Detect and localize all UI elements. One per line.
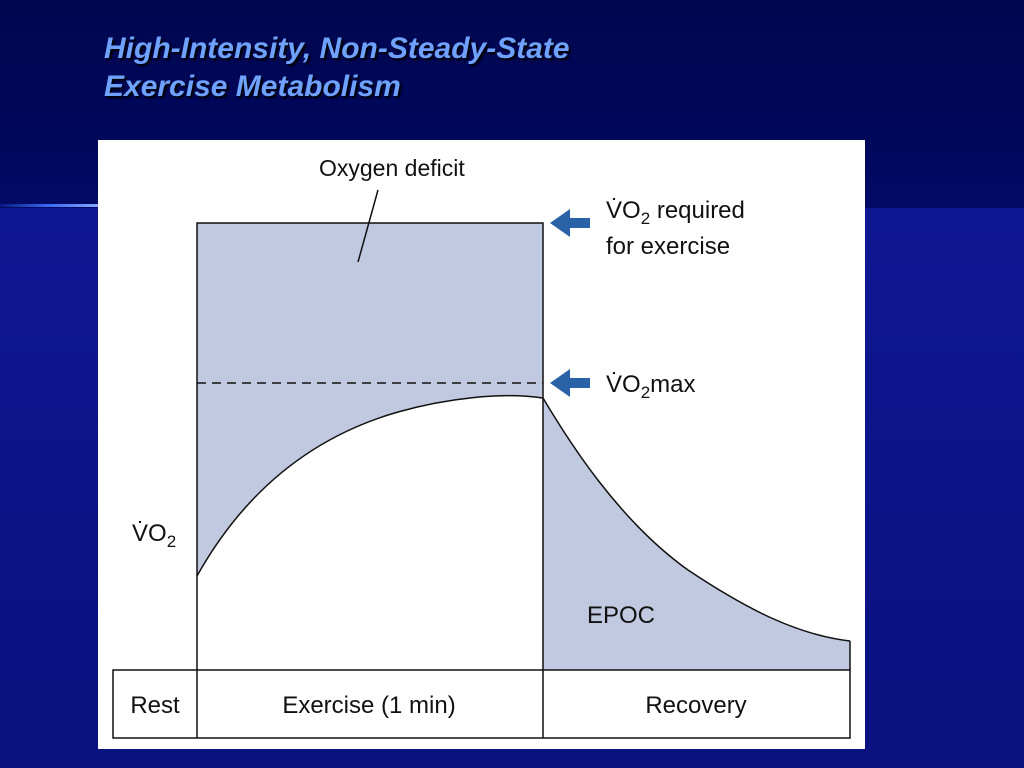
phase-exercise-label: Exercise (1 min) <box>282 692 455 719</box>
phase-bar <box>112 669 851 739</box>
vo2-required-outline <box>196 222 544 670</box>
vo2-required-suffix: required <box>650 197 745 224</box>
metabolism-figure: Oxygen deficit V̇O2 required for exercis… <box>98 140 865 749</box>
vo2max-subscript: 2 <box>641 383 650 402</box>
y-axis-subscript: 2 <box>167 532 176 551</box>
vo2max-label: V̇O2max <box>606 370 696 402</box>
accent-line <box>0 204 100 207</box>
oxygen-deficit-label: Oxygen deficit <box>319 155 465 181</box>
phase-recovery-label: Recovery <box>645 692 746 719</box>
vo2-required-label-line2: for exercise <box>606 233 730 260</box>
y-axis-symbol: V̇O <box>132 519 167 547</box>
y-axis-vo2-label: V̇O2 <box>132 519 176 551</box>
vo2max-suffix: max <box>650 371 695 398</box>
vo2-required-arrow <box>550 209 590 237</box>
vo2-required-subscript: 2 <box>641 209 650 228</box>
vo2-uptake-curve <box>196 394 544 577</box>
title-line-2: Exercise Metabolism <box>104 70 401 103</box>
vo2-required-symbol: V̇O <box>606 196 641 224</box>
oxygen-deficit-pointer <box>357 189 379 263</box>
vo2max-arrow <box>550 369 590 397</box>
epoc-label: EPOC <box>587 602 655 629</box>
vo2-required-label: V̇O2 required <box>606 196 745 228</box>
epoc-recovery-curve <box>542 397 851 642</box>
slide-title: High-Intensity, Non-Steady-State Exercis… <box>104 30 570 106</box>
phase-rest-label: Rest <box>130 692 180 719</box>
title-line-1: High-Intensity, Non-Steady-State <box>104 32 570 65</box>
epoc-region <box>543 398 850 670</box>
oxygen-deficit-region <box>197 223 543 576</box>
vo2max-symbol: V̇O <box>606 370 641 398</box>
